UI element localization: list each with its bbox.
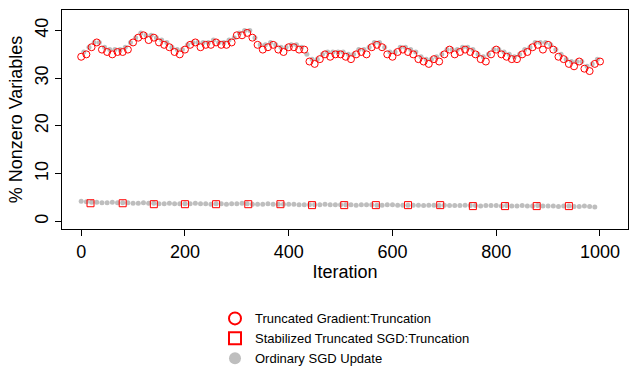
svg-text:1000: 1000	[580, 242, 620, 262]
svg-text:200: 200	[170, 242, 200, 262]
svg-text:40: 40	[32, 18, 52, 38]
svg-text:0: 0	[32, 214, 52, 224]
svg-text:30: 30	[32, 66, 52, 86]
svg-text:600: 600	[377, 242, 407, 262]
svg-text:Truncated Gradient:Truncation: Truncated Gradient:Truncation	[255, 311, 431, 326]
svg-text:400: 400	[274, 242, 304, 262]
svg-text:0: 0	[76, 242, 86, 262]
svg-text:20: 20	[32, 113, 52, 133]
svg-text:10: 10	[32, 161, 52, 181]
svg-text:800: 800	[481, 242, 511, 262]
svg-text:Iteration: Iteration	[312, 262, 377, 282]
svg-text:% Nonzero Variables: % Nonzero Variables	[6, 36, 26, 204]
svg-text:Stabilized Truncated SGD:Trunc: Stabilized Truncated SGD:Truncation	[255, 331, 469, 346]
svg-text:Ordinary SGD Update: Ordinary SGD Update	[255, 351, 382, 366]
